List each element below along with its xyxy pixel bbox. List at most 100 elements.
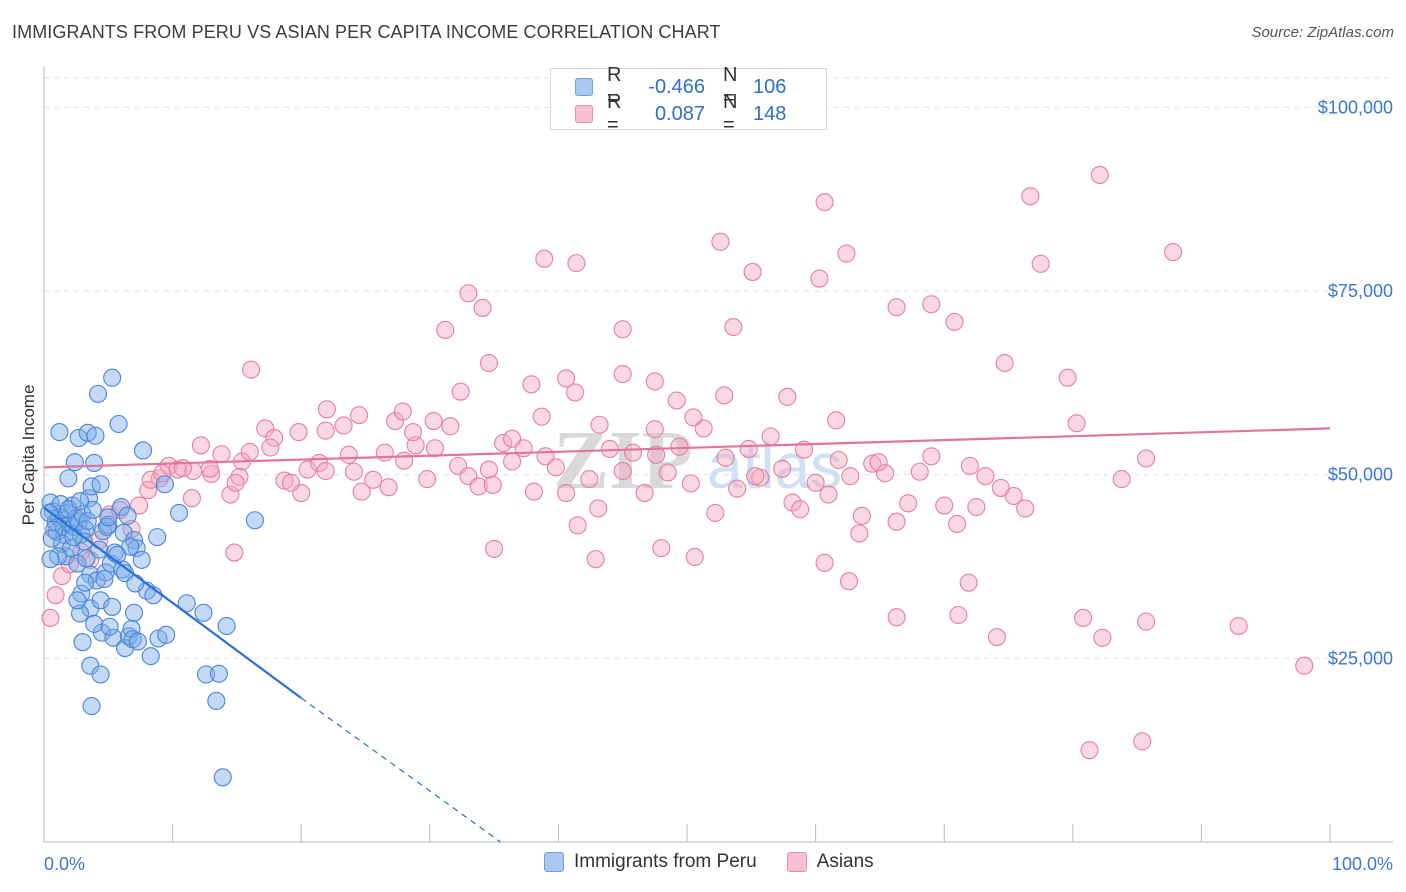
asian-point: [546, 458, 565, 477]
peru-point: [155, 475, 174, 494]
r-label: R =: [607, 64, 622, 109]
asian-point: [810, 269, 829, 288]
peru-point: [104, 628, 123, 647]
asian-point: [976, 467, 995, 486]
peru-point: [70, 604, 90, 623]
peru-point: [177, 594, 196, 613]
peru-point: [121, 537, 140, 556]
legend-item-peru[interactable]: Immigrants from Peru: [544, 851, 757, 873]
peru-point: [59, 469, 78, 488]
asian-point: [869, 453, 888, 472]
asian-point: [875, 464, 895, 483]
asian-point: [887, 608, 906, 627]
asian-point: [473, 298, 492, 317]
asian-point: [694, 419, 713, 438]
asian-point: [1090, 165, 1109, 185]
asian-point: [645, 420, 664, 439]
y-tick-label: $100,000: [1318, 97, 1393, 117]
asian-point: [778, 387, 797, 406]
asian-point: [1080, 741, 1099, 760]
asian-point: [524, 482, 544, 501]
asian-point: [959, 573, 978, 592]
asian-point: [261, 438, 280, 457]
peru-point: [74, 532, 93, 551]
peru-point: [133, 441, 153, 460]
n-value-peru: 106: [753, 75, 787, 98]
asian-point: [935, 496, 954, 515]
r-value-asians: 0.087: [654, 102, 705, 125]
asian-point: [1229, 616, 1248, 636]
asian-point: [739, 439, 758, 459]
asian-point: [728, 479, 747, 498]
y-tick-label: $50,000: [1328, 465, 1393, 485]
peru-point: [68, 591, 87, 610]
peru-point: [141, 647, 160, 666]
peru-trend-line: [43, 506, 302, 699]
peru-point: [99, 508, 118, 527]
asian-point: [613, 320, 632, 339]
peru-point: [64, 528, 83, 547]
asian-point: [586, 550, 605, 569]
tick-labels: $25,000 $50,000 $75,000 $100,000 0.0% 100.0%: [44, 97, 1393, 874]
asian-point: [451, 382, 470, 401]
asian-point: [41, 608, 60, 627]
peru-trend-extension: [300, 697, 501, 843]
asian-point: [494, 434, 513, 453]
asian-point: [716, 448, 735, 467]
asian-point: [1112, 470, 1131, 489]
asian-point: [1295, 656, 1314, 675]
asian-point: [226, 473, 245, 492]
peru-point: [245, 511, 264, 530]
asian-point: [150, 469, 169, 488]
asian-point: [590, 415, 609, 434]
peru-point: [207, 691, 226, 711]
asian-point: [532, 407, 551, 426]
asian-point: [485, 539, 504, 558]
asian-point: [364, 470, 383, 489]
asian-point: [613, 364, 632, 384]
r-value-peru: -0.466: [648, 75, 705, 98]
asian-point: [503, 429, 522, 448]
peru-point: [83, 500, 102, 520]
asian-point: [334, 416, 353, 435]
asian-point: [316, 461, 335, 481]
asian-point: [945, 312, 964, 331]
asian-point: [130, 496, 149, 515]
peru-point: [124, 603, 144, 622]
asian-point: [182, 489, 201, 508]
peru-points: [40, 368, 264, 787]
asian-point: [425, 439, 444, 458]
peru-point: [91, 591, 110, 610]
legend-item-asians[interactable]: Asians: [786, 851, 874, 873]
asian-point: [241, 360, 261, 379]
asian-point: [568, 516, 587, 535]
peru-point: [196, 665, 216, 684]
asian-point: [589, 499, 608, 518]
asian-point: [479, 353, 499, 373]
peru-point: [103, 368, 122, 387]
peru-point: [132, 550, 151, 569]
peru-point: [103, 597, 122, 616]
n-label: N =: [723, 91, 738, 136]
peru-point: [128, 632, 147, 651]
peru-point: [78, 511, 97, 531]
asian-point: [317, 400, 336, 419]
y-tick-label: $75,000: [1328, 281, 1393, 301]
peru-point: [148, 528, 167, 547]
watermark-zip: ZIP: [553, 414, 693, 507]
asian-point: [395, 451, 414, 470]
asian-point: [960, 456, 979, 475]
asian-point: [159, 456, 178, 475]
peru-point: [213, 768, 232, 787]
asian-point: [469, 477, 488, 496]
peru-point: [68, 554, 87, 573]
asian-point: [827, 411, 846, 430]
asian-point: [995, 353, 1014, 373]
y-axis-label: Per Capita Income: [19, 385, 38, 526]
asian-point: [863, 454, 882, 473]
asian-point: [623, 443, 643, 462]
asian-point: [852, 506, 871, 525]
peru-point: [169, 503, 189, 522]
asian-point: [393, 402, 412, 421]
